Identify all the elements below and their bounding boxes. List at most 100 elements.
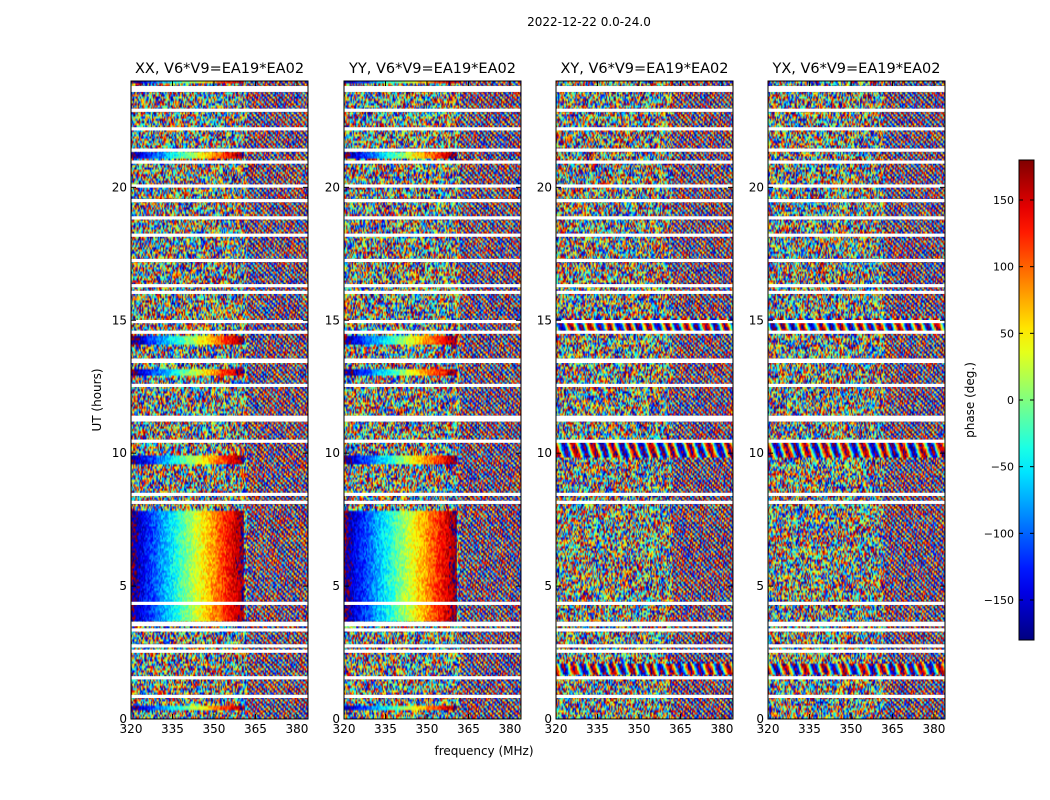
flagged-row: [556, 644, 733, 648]
y-tick-label: 5: [544, 579, 552, 593]
flagged-row: [131, 199, 308, 203]
flagged-row: [556, 108, 733, 112]
flagged-row: [556, 127, 733, 131]
panel-frame: [767, 80, 946, 720]
flagged-row: [768, 676, 945, 680]
flagged-row: [131, 86, 308, 90]
colorbar-tick-label: −150: [984, 594, 1014, 607]
x-tick-label: 365: [457, 722, 480, 736]
flagged-row: [768, 160, 945, 164]
flagged-row: [768, 439, 945, 443]
flagged-row: [556, 601, 733, 605]
flagged-row: [344, 418, 521, 422]
colorbar-tick-label: −100: [984, 527, 1014, 540]
flagged-row: [768, 415, 945, 419]
x-tick-label: 380: [285, 722, 308, 736]
flagged-row: [556, 319, 733, 324]
flagged-row: [344, 108, 521, 112]
x-tick-label: 380: [498, 722, 521, 736]
flagged-row: [344, 415, 521, 419]
panel-frame: [130, 80, 309, 720]
colorbar: 150 100 50 0 −50 −100 −150: [984, 159, 1035, 641]
flagged-row: [556, 290, 733, 294]
flagged-row: [556, 160, 733, 164]
flagged-row: [131, 127, 308, 131]
flagged-row: [556, 492, 733, 496]
panels: XX, V6*V9=EA19*EA02 320 335 350 365 380 0 5 10 15…: [112, 61, 946, 736]
y-tick-label: 5: [756, 579, 764, 593]
flagged-row: [344, 319, 521, 324]
flagged-row: [768, 644, 945, 648]
flagged-row: [131, 500, 308, 504]
flagged-row: [768, 258, 945, 263]
panel-title: XY, V6*V9=EA19*EA02: [560, 61, 728, 77]
flagged-row: [344, 439, 521, 443]
flagged-row: [556, 383, 733, 387]
y-tick-label: 15: [537, 313, 552, 327]
flagged-row: [768, 233, 945, 237]
x-tick-label: 365: [881, 722, 904, 736]
flagged-row: [768, 148, 945, 152]
flagged-row: [556, 148, 733, 152]
y-tick-label: 10: [749, 446, 764, 460]
x-tick-label: 320: [757, 722, 780, 736]
colorbar-tick-label: 100: [993, 261, 1014, 274]
flagged-row: [131, 184, 308, 188]
flagged-row: [344, 492, 521, 496]
flagged-row: [344, 694, 521, 699]
flagged-row: [344, 199, 521, 203]
flagged-row: [131, 644, 308, 648]
y-tick-label: 15: [112, 313, 127, 327]
flagged-row: [131, 601, 308, 605]
flagged-row: [131, 694, 308, 699]
x-tick-label: 350: [628, 722, 651, 736]
y-tick-label: 5: [119, 579, 127, 593]
x-tick-label: 350: [840, 722, 863, 736]
flagged-row: [131, 148, 308, 152]
flagged-row: [768, 319, 945, 324]
panel-frame: [343, 80, 522, 720]
flagged-row: [131, 108, 308, 112]
flagged-row: [556, 233, 733, 237]
colorbar-tick-label: 0: [1007, 394, 1014, 407]
flagged-row: [131, 492, 308, 496]
flagged-row: [344, 500, 521, 504]
flagged-row: [344, 644, 521, 648]
flagged-row: [556, 88, 733, 92]
y-tick-label: 0: [332, 712, 340, 726]
y-tick-label: 10: [112, 446, 127, 460]
flagged-row: [556, 184, 733, 188]
flagged-row: [768, 88, 945, 92]
flagged-row: [556, 216, 733, 220]
flagged-row: [768, 358, 945, 362]
x-axis-label: frequency (MHz): [434, 744, 533, 758]
y-tick-label: 20: [537, 180, 552, 194]
flagged-row: [344, 88, 521, 92]
flagged-row: [344, 628, 521, 632]
flagged-row: [131, 383, 308, 387]
flagged-row: [344, 290, 521, 294]
flagged-row: [131, 319, 308, 324]
flagged-row: [768, 216, 945, 220]
flagged-row: [344, 233, 521, 237]
flagged-row: [768, 290, 945, 294]
panel-frame: [555, 80, 734, 720]
panel-xx: XX, V6*V9=EA19*EA02 320 335 350 365 380 0 5 10 15…: [112, 61, 309, 736]
flagged-row: [344, 258, 521, 263]
flagged-row: [344, 148, 521, 152]
y-tick-label: 20: [112, 180, 127, 194]
colorbar-tick-label: −50: [991, 461, 1014, 474]
flagged-row: [768, 199, 945, 203]
flagged-row: [344, 127, 521, 131]
flagged-row: [131, 216, 308, 220]
x-tick-label: 320: [333, 722, 356, 736]
flagged-row: [556, 199, 733, 203]
flagged-row: [768, 108, 945, 112]
flagged-row: [768, 86, 945, 90]
x-tick-label: 350: [416, 722, 439, 736]
x-tick-label: 365: [244, 722, 267, 736]
flagged-row: [768, 383, 945, 387]
x-tick-label: 335: [161, 722, 184, 736]
flagged-row: [131, 88, 308, 92]
flagged-row: [556, 258, 733, 263]
